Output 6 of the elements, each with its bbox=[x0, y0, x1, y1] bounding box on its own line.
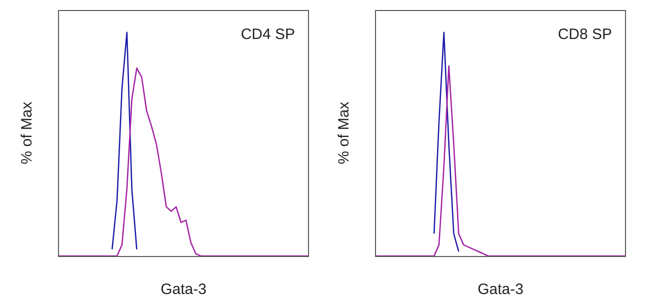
annotation: CD4 SP bbox=[240, 26, 295, 43]
y-axis-title: % of Max bbox=[18, 101, 36, 164]
annotation: CD8 SP bbox=[558, 26, 612, 43]
y-axis-title: % of Max bbox=[335, 101, 352, 164]
x-axis-title: Gata-3 bbox=[478, 281, 524, 298]
x-axis-title: Gata-3 bbox=[160, 281, 206, 298]
